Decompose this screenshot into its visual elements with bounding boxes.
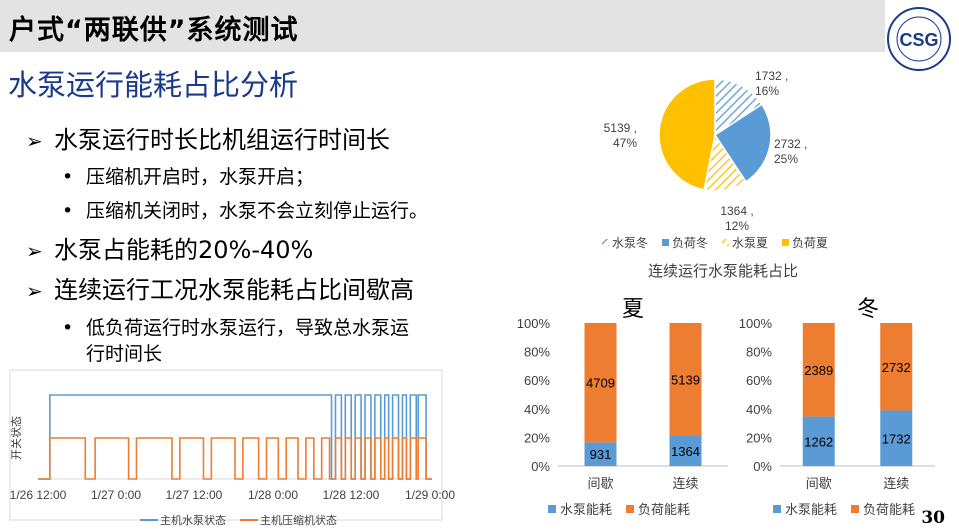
- pie-value-label: 1732 ,: [755, 69, 788, 83]
- bar-data-label: 2389: [804, 363, 833, 378]
- bar-data-label: 1364: [671, 444, 700, 459]
- bar-data-label: 2732: [882, 360, 911, 375]
- legend-label: 水泵能耗: [785, 502, 837, 517]
- legend-swatch: [548, 505, 556, 513]
- line-series-2: [38, 437, 432, 480]
- bullet-2-text: 水泵占能耗的20%-40%: [54, 236, 314, 264]
- bar-segment: [802, 323, 835, 417]
- bullet-3: ➢ 连续运行工况水泵能耗占比间歇高: [26, 270, 414, 305]
- page-number: 30: [921, 508, 945, 528]
- x-category-label: 连续: [883, 476, 909, 491]
- x-tick-label: 1/28 12:00: [323, 488, 380, 502]
- y-tick-label: 40%: [524, 402, 550, 417]
- sub-bullet: • 压缩机开启时，水泵开启；: [62, 166, 315, 188]
- legend-label: 水泵冬: [612, 235, 648, 250]
- sub-bullet: • 压缩机关闭时，水泵不会立刻停止运行。: [62, 200, 429, 222]
- y-tick-label: 40%: [746, 402, 772, 417]
- pie-value-label: 5139 ,: [604, 121, 637, 135]
- legend-label: 负荷夏: [792, 236, 828, 250]
- x-category-label: 间歇: [587, 476, 613, 491]
- pie-slice-2: [713, 103, 772, 183]
- legend-swatch: [773, 505, 781, 513]
- pie-percent-label: 47%: [613, 136, 637, 150]
- legend-label: 负荷冬: [672, 235, 708, 250]
- bar-segment: [669, 323, 702, 437]
- bar-chart-summer: 夏 0% 20% 40% 60% 80% 100% 931 4709 间歇 1364 5139 连续水泵…: [517, 296, 728, 517]
- y-tick-label: 100%: [739, 316, 773, 331]
- x-tick-label: 1/29 0:00: [405, 488, 455, 502]
- y-tick-label: 20%: [746, 430, 772, 445]
- legend-label: 主机压缩机状态: [260, 513, 337, 527]
- bar-chart-title: 夏: [622, 296, 644, 321]
- sub-bullet: • 低负荷运行时水泵运行，导致总水泵运: [62, 317, 410, 339]
- legend-swatch: [722, 239, 729, 246]
- x-tick-label: 1/26 12:00: [10, 488, 67, 502]
- bullet-1: ➢ 水泵运行时长比机组运行时间长: [26, 120, 390, 155]
- y-tick-label: 60%: [746, 373, 772, 388]
- y-tick-label: 60%: [524, 373, 550, 388]
- y-tick-label: 20%: [524, 430, 550, 445]
- bar-data-label: 4709: [586, 376, 615, 391]
- legend-label: 水泵能耗: [560, 502, 612, 517]
- svg-text:CSG: CSG: [899, 30, 938, 50]
- legend-label: 水泵夏: [732, 236, 768, 250]
- y-tick-label: 80%: [524, 345, 550, 360]
- line-chart: 开关状态 1/26 12:00 1/27 0:00 1/27 12:00 1/28 0:…: [9, 369, 455, 527]
- x-category-label: 间歇: [806, 476, 832, 491]
- pie-slice-4: [658, 78, 716, 191]
- bar-segment: [880, 410, 913, 466]
- bullet-1-text: 水泵运行时长比机组运行时间长: [54, 126, 390, 154]
- legend-label: 负荷能耗: [863, 502, 915, 517]
- sub-bullet-continuation: 行时间长: [86, 343, 163, 365]
- line-series-1: [38, 394, 432, 480]
- pie-percent-label: 25%: [774, 152, 798, 166]
- bar-segment: [584, 323, 617, 443]
- legend-label: 负荷能耗: [638, 502, 690, 517]
- university-logo: CSG: [886, 6, 952, 72]
- y-tick-label: 0%: [531, 459, 550, 474]
- pie-value-label: 1364 ,: [720, 204, 753, 218]
- pie-value-label: 2732 ,: [774, 137, 807, 151]
- bar-segment: [802, 416, 835, 466]
- section-heading: 水泵运行能耗占比分析: [8, 68, 299, 102]
- arrow-bullet-icon: ➢: [26, 129, 43, 153]
- bar-segment: [669, 436, 702, 466]
- bar-segment: [584, 442, 617, 466]
- bar-data-label: 1732: [882, 431, 911, 446]
- title-bar: [0, 0, 885, 52]
- bullet-2: ➢ 水泵占能耗的20%-40%: [26, 230, 313, 265]
- arrow-bullet-icon: ➢: [26, 279, 43, 303]
- bar-data-label: 5139: [671, 373, 700, 388]
- bar-segment: [880, 323, 913, 411]
- y-tick-label: 80%: [746, 345, 772, 360]
- pie-slice-1: [714, 78, 763, 137]
- pie-percent-label: 12%: [725, 219, 749, 233]
- legend-swatch: [602, 239, 609, 246]
- x-tick-label: 1/27 0:00: [91, 488, 141, 502]
- legend-swatch: [662, 239, 669, 246]
- bullet-3-text: 连续运行工况水泵能耗占比间歇高: [54, 276, 414, 304]
- slide-title: 户式“两联供”系统测试: [9, 15, 299, 46]
- x-tick-label: 1/28 0:00: [248, 488, 298, 502]
- legend-swatch: [782, 239, 789, 246]
- bar-data-label: 1262: [804, 434, 833, 449]
- arrow-bullet-icon: ➢: [26, 239, 43, 263]
- y-axis-label: 开关状态: [9, 416, 23, 460]
- y-tick-label: 0%: [753, 459, 772, 474]
- y-tick-label: 100%: [517, 316, 551, 331]
- legend-swatch: [626, 505, 634, 513]
- bar-data-label: 931: [590, 447, 612, 462]
- pie-chart-title: 连续运行水泵能耗占比: [648, 263, 798, 280]
- x-category-label: 连续: [672, 476, 698, 491]
- bar-chart-winter: 冬 0% 20% 40% 60% 80% 100% 1262 2389 间歇 1732 2732 连续水…: [739, 296, 935, 517]
- pie-chart: 1732 ,16% 2732 ,25% 1364 ,12% 5139 ,47% 水泵冬…: [602, 69, 828, 280]
- x-tick-label: 1/27 12:00: [166, 488, 223, 502]
- legend-swatch: [851, 505, 859, 513]
- bar-chart-title: 冬: [857, 296, 879, 321]
- legend-label: 主机水泵状态: [160, 513, 226, 527]
- pie-percent-label: 16%: [755, 84, 779, 98]
